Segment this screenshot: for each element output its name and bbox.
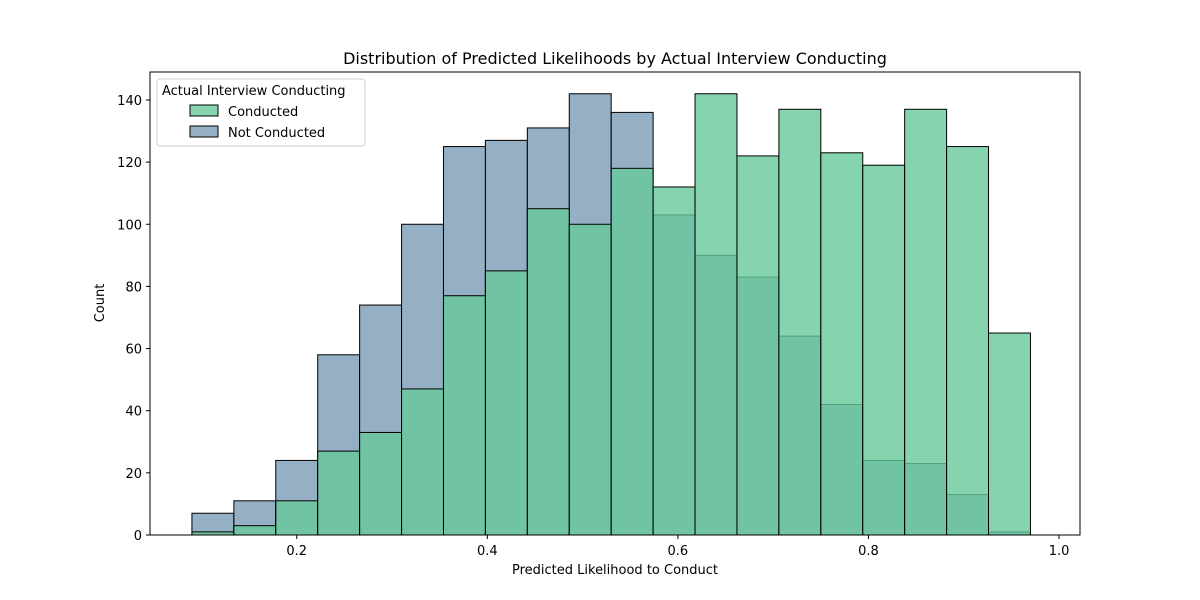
bar-conducted-19 bbox=[988, 332, 1031, 536]
legend-swatch-conducted bbox=[189, 104, 219, 117]
bar-conducted-12 bbox=[694, 93, 738, 536]
y-tick-label: 80 bbox=[125, 280, 142, 295]
x-tick-label: 0.4 bbox=[477, 544, 498, 559]
axes: 0.2 0.4 0.6 0.8 1.0 0 20 40 60 80 100 120 140 bbox=[117, 71, 1081, 559]
chart-title: Distribution of Predicted Likelihoods by… bbox=[343, 49, 887, 68]
y-tick-label: 140 bbox=[117, 94, 142, 109]
bar-conducted-15 bbox=[820, 152, 864, 536]
y-axis-label: Count bbox=[93, 284, 108, 323]
legend-label-not-conducted: Not Conducted bbox=[228, 126, 325, 141]
bar-conducted-4 bbox=[359, 431, 403, 536]
bar-conducted-5 bbox=[401, 388, 444, 536]
y-tick-label: 40 bbox=[125, 405, 142, 420]
plot-frame bbox=[149, 71, 1081, 536]
bar-conducted-6 bbox=[442, 295, 486, 536]
y-tick-label: 20 bbox=[125, 467, 142, 482]
bar-conducted-1 bbox=[233, 525, 277, 536]
bar-conducted-13 bbox=[736, 155, 780, 536]
bar-conducted-10 bbox=[610, 167, 654, 536]
bar-conducted-8 bbox=[526, 208, 570, 536]
x-tick-label: 0.8 bbox=[858, 544, 879, 559]
legend-title: Actual Interview Conducting bbox=[162, 84, 346, 99]
bar-conducted-3 bbox=[317, 450, 361, 536]
bar-conducted-16 bbox=[862, 164, 906, 536]
bar-conducted-9 bbox=[568, 223, 612, 536]
y-tick-label: 60 bbox=[125, 343, 142, 358]
x-tick-label: 1.0 bbox=[1049, 544, 1070, 559]
bar-conducted-18 bbox=[946, 146, 990, 536]
bar-conducted-11 bbox=[652, 186, 696, 536]
legend-label-conducted: Conducted bbox=[228, 105, 298, 120]
x-axis-label: Predicted Likelihood to Conduct bbox=[512, 563, 718, 578]
y-tick-label: 100 bbox=[117, 218, 142, 233]
legend-swatch-not-conducted bbox=[189, 125, 219, 138]
x-tick-label: 0.6 bbox=[668, 544, 689, 559]
y-tick-label: 120 bbox=[117, 156, 142, 171]
x-tick-label: 0.2 bbox=[286, 544, 307, 559]
bar-conducted-14 bbox=[778, 108, 822, 536]
bar-conducted-17 bbox=[904, 108, 948, 536]
bar-conducted-2 bbox=[275, 500, 319, 536]
bar-conducted-7 bbox=[484, 270, 528, 536]
y-tick-label: 0 bbox=[134, 529, 142, 544]
legend: Actual Interview Conducting Conducted No… bbox=[156, 78, 366, 147]
